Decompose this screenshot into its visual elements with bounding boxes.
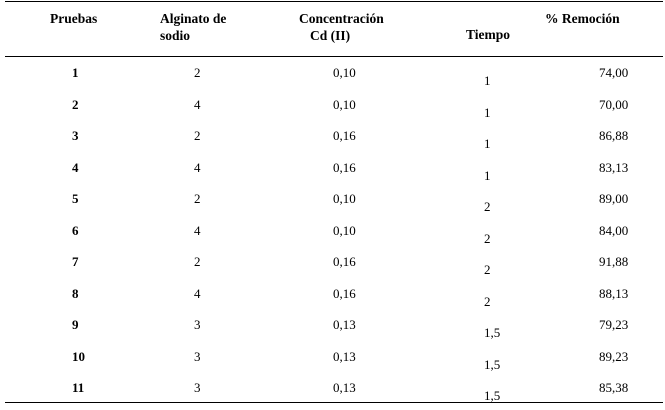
cell-alginato: 2 — [194, 65, 201, 80]
cell-remocion: 89,23 — [599, 349, 629, 364]
cell-alginato: 4 — [194, 97, 201, 112]
cell-concentracion: 0,16 — [333, 286, 356, 301]
cell-tiempo: 1 — [484, 136, 491, 151]
cell-remocion: 86,88 — [599, 128, 629, 143]
cell-remocion: 83,13 — [599, 160, 629, 175]
cell-concentracion: 0,10 — [333, 191, 356, 206]
cell-prueba: 6 — [72, 223, 79, 238]
cell-tiempo: 2 — [484, 231, 491, 246]
cell-tiempo: 1,5 — [484, 325, 501, 340]
cell-prueba: 3 — [72, 128, 79, 143]
cell-alginato: 2 — [194, 128, 201, 143]
cell-tiempo: 2 — [484, 262, 491, 277]
cell-tiempo: 1,5 — [484, 357, 501, 372]
cell-alginato: 4 — [194, 160, 201, 175]
cell-remocion: 79,23 — [599, 317, 629, 332]
header-rule — [5, 56, 663, 57]
cell-alginato: 4 — [194, 223, 201, 238]
header-concentracion-line2: Cd (II) — [310, 28, 351, 43]
cell-concentracion: 0,13 — [333, 380, 356, 395]
cell-prueba: 5 — [72, 191, 79, 206]
cell-alginato: 2 — [194, 254, 201, 269]
cell-remocion: 91,88 — [599, 254, 629, 269]
cell-tiempo: 2 — [484, 294, 491, 309]
cell-prueba: 2 — [72, 97, 79, 112]
cell-tiempo: 1,5 — [484, 388, 501, 403]
cell-prueba: 1 — [72, 65, 79, 80]
cell-remocion: 89,00 — [599, 191, 629, 206]
cell-remocion: 84,00 — [599, 223, 629, 238]
cell-tiempo: 1 — [484, 105, 491, 120]
cell-prueba: 7 — [72, 254, 79, 269]
cell-concentracion: 0,13 — [333, 349, 356, 364]
cell-concentracion: 0,10 — [333, 65, 356, 80]
cell-remocion: 85,38 — [599, 380, 629, 395]
header-pruebas: Pruebas — [50, 11, 98, 26]
cell-concentracion: 0,13 — [333, 317, 356, 332]
cell-alginato: 2 — [194, 191, 201, 206]
header-remocion: % Remoción — [545, 11, 620, 26]
cell-concentracion: 0,10 — [333, 223, 356, 238]
cell-remocion: 74,00 — [599, 65, 629, 80]
cell-prueba: 10 — [72, 349, 85, 364]
cell-prueba: 9 — [72, 317, 79, 332]
header-alginato-line2: sodio — [160, 28, 191, 43]
cell-alginato: 4 — [194, 286, 201, 301]
cell-alginato: 3 — [194, 317, 201, 332]
header-concentracion-line1: Concentración — [299, 11, 384, 26]
cell-remocion: 88,13 — [599, 286, 629, 301]
header-alginato-line1: Alginato de — [160, 11, 227, 26]
cell-tiempo: 1 — [484, 168, 491, 183]
table-top-rule — [5, 1, 663, 2]
cell-concentracion: 0,10 — [333, 97, 356, 112]
cell-concentracion: 0,16 — [333, 160, 356, 175]
cell-prueba: 11 — [72, 380, 85, 395]
cell-concentracion: 0,16 — [333, 254, 356, 269]
cell-prueba: 8 — [72, 286, 79, 301]
cell-remocion: 70,00 — [599, 97, 629, 112]
cell-alginato: 3 — [194, 380, 201, 395]
table-bottom-rule — [5, 402, 663, 403]
cell-alginato: 3 — [194, 349, 201, 364]
cell-tiempo: 2 — [484, 199, 491, 214]
cell-tiempo: 1 — [484, 73, 491, 88]
header-tiempo: Tiempo — [466, 27, 511, 42]
cell-prueba: 4 — [72, 160, 79, 175]
cell-concentracion: 0,16 — [333, 128, 356, 143]
